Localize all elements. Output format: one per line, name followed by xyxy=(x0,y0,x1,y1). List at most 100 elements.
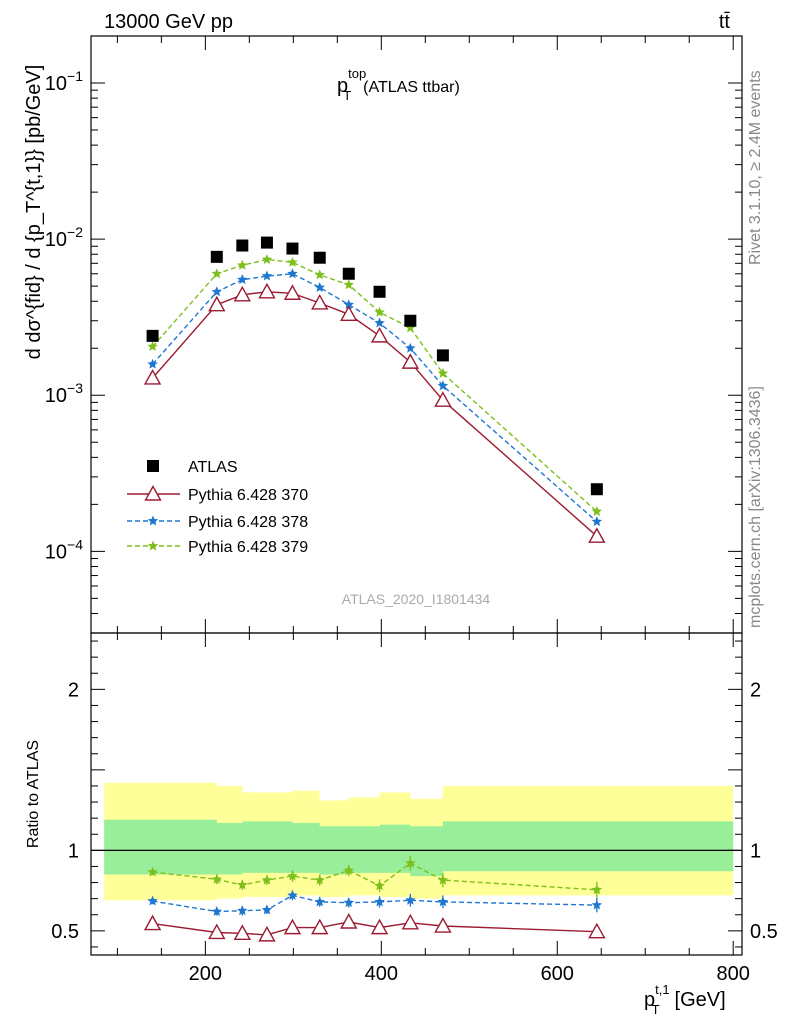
series-line xyxy=(152,273,598,523)
ratio-data-point xyxy=(591,884,603,895)
ratio-data-point xyxy=(314,896,325,907)
data-point xyxy=(437,380,449,391)
data-point xyxy=(314,281,325,292)
ratio-y-tick-label: 0.5 xyxy=(51,921,79,943)
data-point xyxy=(343,279,354,290)
mcplots-reference-label: mcplots.cern.ch [arXiv:1306.3436] xyxy=(747,386,764,628)
ratio-data-point xyxy=(147,895,158,906)
main-panel-ticks: 10−1 10−2 10−3 10−4 xyxy=(45,35,742,634)
ratio-y-tick-label-right: 0.5 xyxy=(750,921,778,943)
legend-entry: Pythia 6.428 379 xyxy=(127,539,308,556)
legend-label: Pythia 6.428 379 xyxy=(188,539,308,556)
ratio-data-point xyxy=(370,918,389,935)
ratio-data-point xyxy=(208,923,226,940)
data-point xyxy=(370,326,389,343)
ratio-data-point xyxy=(211,873,223,884)
data-point xyxy=(237,259,248,270)
series-pythia-6-428-370 xyxy=(143,282,606,543)
data-point xyxy=(311,294,329,310)
rivet-version-label: Rivet 3.1.10, ≥ 2.4M events xyxy=(747,70,764,265)
main-y-tick-label: 10−2 xyxy=(45,224,83,251)
ratio-data-point xyxy=(261,874,273,885)
process-label: tt̄ xyxy=(719,11,731,33)
data-point xyxy=(143,369,162,385)
ratio-data-point xyxy=(314,874,325,885)
legend-marker xyxy=(147,540,159,551)
data-point xyxy=(208,295,226,312)
ratio-data-point xyxy=(405,857,416,868)
ratio-data-point xyxy=(343,897,354,908)
data-point xyxy=(404,314,417,327)
data-point xyxy=(591,516,603,527)
ratio-data-point xyxy=(237,879,248,890)
ratio-data-point xyxy=(143,914,162,931)
ratio-data-point xyxy=(237,905,248,916)
legend-label: Pythia 6.428 370 xyxy=(188,487,308,504)
ratio-panel-ticks: 0.5 0.5 1 1 2 2 200 400 600 800 xyxy=(51,633,778,985)
ratio-data-point xyxy=(233,924,252,940)
ratio-data-point xyxy=(434,917,452,933)
data-point xyxy=(313,251,326,264)
main-y-tick-label: 10−3 xyxy=(45,380,83,407)
x-tick-label: 200 xyxy=(189,963,222,985)
data-point xyxy=(237,274,248,285)
data-point xyxy=(287,256,298,267)
data-point xyxy=(283,284,302,300)
legend-marker xyxy=(147,515,159,526)
legend-marker xyxy=(144,485,162,501)
ratio-series-pythia-6-428-370 xyxy=(143,913,606,942)
ratio-panel-frame xyxy=(90,632,743,956)
ratio-y-tick-label: 2 xyxy=(68,679,79,701)
x-tick-label: 400 xyxy=(365,963,398,985)
data-point xyxy=(343,299,354,310)
legend-marker xyxy=(147,460,159,472)
legend-label: Pythia 6.428 378 xyxy=(188,514,308,531)
data-point xyxy=(210,250,223,263)
x-axis-label: pt,1 T [GeV] xyxy=(644,982,726,1017)
series-atlas xyxy=(146,236,603,496)
data-point xyxy=(342,267,355,280)
ratio-data-point xyxy=(437,896,449,907)
data-point xyxy=(373,285,386,298)
legend-entry: Pythia 6.428 378 xyxy=(127,514,308,531)
main-y-axis-label: d dσ^{fid} / d {p_T^{t,1}} [pb/GeV] xyxy=(23,65,45,360)
series-pythia-6-428-378 xyxy=(147,268,603,527)
collision-energy-label: 13000 GeV pp xyxy=(104,11,233,33)
data-point xyxy=(437,367,449,378)
x-tick-label: 600 xyxy=(541,963,574,985)
ratio-series-pythia-6-428-379 xyxy=(147,855,603,898)
data-point xyxy=(405,342,416,353)
data-point xyxy=(287,268,298,279)
ratio-data-point xyxy=(311,918,329,935)
ratio-data-point xyxy=(591,899,603,910)
data-point xyxy=(340,305,358,321)
data-point xyxy=(374,306,385,317)
ratio-data-point xyxy=(283,918,302,935)
ratio-data-point xyxy=(405,894,416,905)
data-point xyxy=(436,349,449,362)
data-point xyxy=(147,358,158,369)
ratio-data-point xyxy=(287,889,298,900)
data-point xyxy=(401,353,420,369)
ratio-data-point xyxy=(374,896,385,907)
data-point xyxy=(314,269,325,280)
legend-entry: Pythia 6.428 370 xyxy=(127,485,308,504)
data-point xyxy=(588,527,606,543)
ratio-uncertainty-bands xyxy=(91,782,742,901)
ratio-data-point xyxy=(147,866,158,877)
chart-title: ptop T (ATLAS ttbar) xyxy=(337,66,460,103)
ratio-data-point xyxy=(287,870,298,881)
legend-entry: ATLAS xyxy=(147,459,238,476)
ratio-data-point xyxy=(340,913,358,929)
data-point xyxy=(374,317,385,328)
data-point xyxy=(258,282,276,299)
ratio-y-tick-label-right: 1 xyxy=(750,840,761,862)
data-point xyxy=(286,242,299,255)
inner-uncertainty-band xyxy=(104,819,734,877)
ratio-data-point xyxy=(211,906,223,916)
ratio-series-pythia-6-428-378 xyxy=(147,889,603,916)
series-pythia-6-428-379 xyxy=(147,254,603,516)
data-point xyxy=(261,254,273,264)
data-point xyxy=(233,285,252,302)
data-point xyxy=(260,236,273,249)
